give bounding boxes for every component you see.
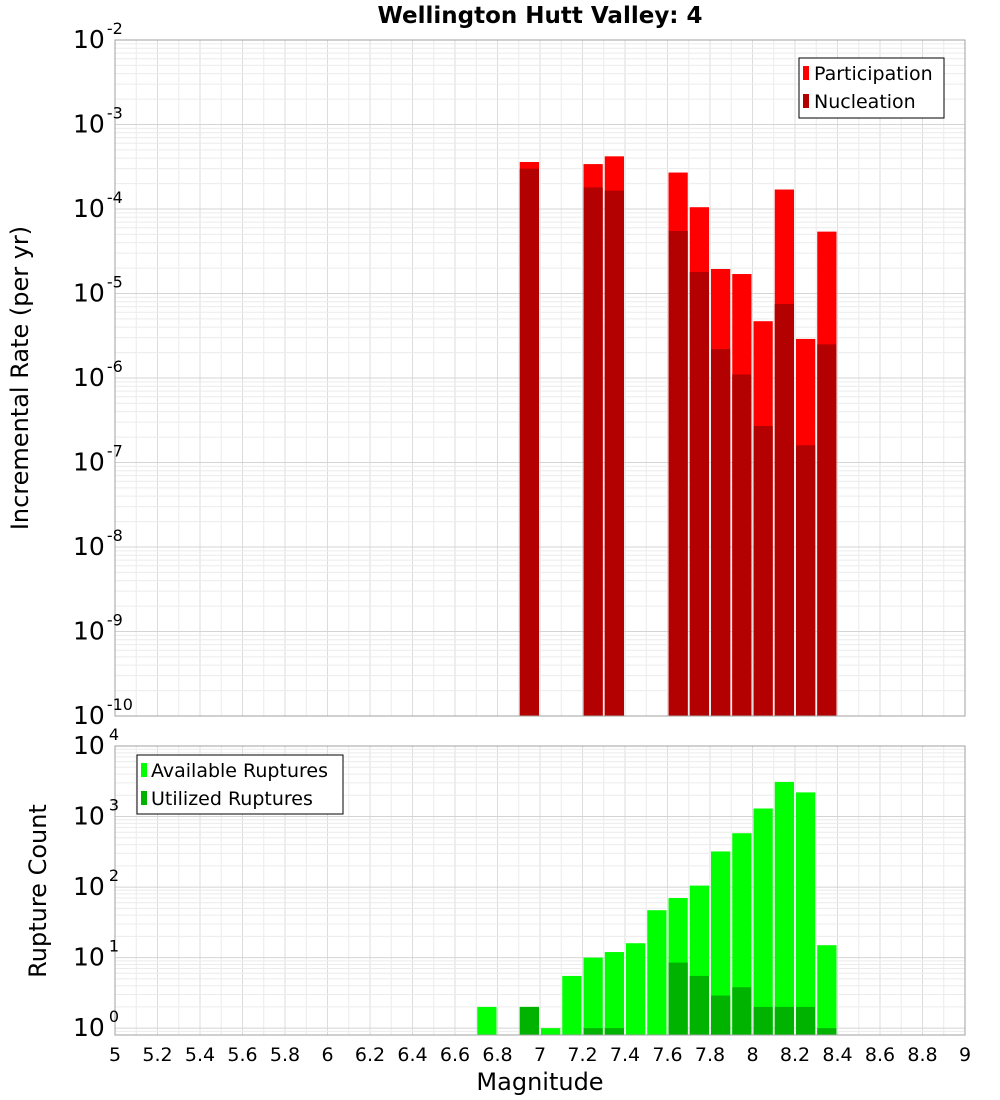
x-tick-label: 8 xyxy=(746,1044,758,1066)
bottom-plot-border xyxy=(114,745,966,1036)
top-bar-nucleation xyxy=(583,187,603,717)
bottom-bar-utilized-ruptures xyxy=(732,987,752,1035)
x-tick-label: 5.8 xyxy=(270,1044,300,1066)
x-tick-label: 7.6 xyxy=(652,1044,682,1066)
x-tick-label: 6.2 xyxy=(355,1044,385,1066)
bottom-bar-utilized-ruptures xyxy=(817,1028,837,1035)
bottom-bar-available-ruptures xyxy=(583,957,603,1035)
top-y-tick-labels: 10-10 10-9 10-8 10-7 10-6 10-5 10-4 10-3 10-2 xyxy=(73,19,133,730)
x-tick-label: 8.6 xyxy=(865,1044,895,1066)
top-bar-nucleation xyxy=(519,168,539,717)
bottom-bar-utilized-ruptures xyxy=(796,1006,816,1035)
legend-swatch-nucleation xyxy=(803,94,809,108)
y-tick-label: 10 -7 xyxy=(73,442,123,477)
top-panel: 10-10 10-9 10-8 10-7 10-6 10-5 10-4 10-3 10-2 In… xyxy=(6,19,966,730)
bottom-bar-utilized-ruptures xyxy=(668,962,688,1035)
top-bar-nucleation xyxy=(689,271,709,716)
x-tick-label: 6.6 xyxy=(440,1044,470,1066)
bottom-bar-available-ruptures xyxy=(711,851,731,1035)
bottom-bar-available-ruptures xyxy=(477,1006,497,1035)
x-tick-label: 5.6 xyxy=(227,1044,257,1066)
top-bar-nucleation xyxy=(711,349,731,716)
legend-swatch-participation xyxy=(803,66,809,80)
x-tick-label: 8.2 xyxy=(780,1044,810,1066)
bottom-bar-available-ruptures xyxy=(753,808,773,1035)
top-plot-border xyxy=(114,39,966,717)
x-tick-label: 7 xyxy=(534,1044,546,1066)
bottom-legend-box xyxy=(136,754,344,815)
legend-label-available-ruptures: Available Ruptures xyxy=(151,760,328,782)
top-legend: Participation Nucleation xyxy=(798,57,945,119)
bottom-bar-available-ruptures xyxy=(626,943,646,1035)
x-tick-label: 5.4 xyxy=(185,1044,215,1066)
x-tick-label: 6 xyxy=(321,1044,333,1066)
legend-label-participation: Participation xyxy=(814,63,933,85)
bottom-legend: Available Ruptures Utilized Ruptures xyxy=(136,754,344,815)
y-tick-label: 10 -3 xyxy=(73,104,123,139)
y-tick-label: 10 1 xyxy=(73,937,119,972)
bottom-bar-available-ruptures xyxy=(774,781,794,1035)
x-tick-label: 8.4 xyxy=(822,1044,852,1066)
x-tick-label: 7.4 xyxy=(610,1044,640,1066)
bottom-bar-utilized-ruptures xyxy=(711,995,731,1035)
y-tick-label: 10 4 xyxy=(73,725,119,760)
bottom-bars xyxy=(477,781,837,1035)
top-y-axis-label: Incremental Rate (per yr) xyxy=(6,226,34,530)
bottom-bar-available-ruptures xyxy=(817,945,837,1035)
legend-label-nucleation: Nucleation xyxy=(814,91,916,113)
top-bar-nucleation xyxy=(796,445,816,716)
x-tick-label: 6.4 xyxy=(397,1044,427,1066)
legend-label-utilized-ruptures: Utilized Ruptures xyxy=(151,788,313,810)
y-tick-label: 10 0 xyxy=(73,1007,119,1042)
bottom-bar-available-ruptures xyxy=(647,910,667,1035)
bottom-bar-utilized-ruptures xyxy=(519,1006,539,1035)
top-bar-nucleation xyxy=(604,190,624,716)
x-tick-label: 7.2 xyxy=(567,1044,597,1066)
y-tick-label: 10 2 xyxy=(73,866,119,901)
bottom-bar-utilized-ruptures xyxy=(774,1006,794,1035)
y-tick-label: 10 -5 xyxy=(73,273,123,308)
top-bar-nucleation xyxy=(732,374,752,716)
y-tick-label: 10 -4 xyxy=(73,188,123,223)
bottom-bar-utilized-ruptures xyxy=(583,1028,603,1035)
y-tick-label: 10 -2 xyxy=(73,19,123,54)
top-bar-nucleation xyxy=(774,304,794,716)
x-axis-label: Magnitude xyxy=(476,1068,603,1096)
y-tick-label: 10 -8 xyxy=(73,526,123,561)
bottom-bar-available-ruptures xyxy=(562,975,582,1035)
x-tick-label: 9 xyxy=(959,1044,971,1066)
bottom-bar-available-ruptures xyxy=(604,952,624,1035)
bottom-bar-utilized-ruptures xyxy=(753,1006,773,1035)
x-tick-label: 8.8 xyxy=(907,1044,937,1066)
bottom-bar-available-ruptures xyxy=(541,1028,561,1035)
x-tick-label: 6.8 xyxy=(482,1044,512,1066)
y-tick-label: 10 3 xyxy=(73,796,119,831)
top-bar-nucleation xyxy=(817,344,837,716)
legend-swatch-utilized-ruptures xyxy=(141,791,147,805)
bottom-bar-utilized-ruptures xyxy=(689,975,709,1035)
bottom-y-axis-label: Rupture Count xyxy=(24,804,52,978)
bottom-bar-utilized-ruptures xyxy=(604,1028,624,1035)
y-tick-label: 10 -9 xyxy=(73,611,123,646)
legend-swatch-available-ruptures xyxy=(141,763,147,777)
x-tick-label: 7.8 xyxy=(695,1044,725,1066)
top-bar-nucleation xyxy=(753,426,773,716)
x-tick-label: 5.2 xyxy=(142,1044,172,1066)
top-bar-nucleation xyxy=(668,230,688,717)
bottom-bar-available-ruptures xyxy=(796,792,816,1035)
y-tick-label: 10 -6 xyxy=(73,357,123,392)
y-tick-label: 10 -10 xyxy=(73,695,133,730)
top-legend-box xyxy=(798,57,945,119)
x-tick-labels: 5 5.2 5.4 5.6 5.8 6 6.2 6.4 6.6 6.8 7 7.2 7.4 7.6 7.8 8… xyxy=(109,1044,971,1066)
x-tick-label: 5 xyxy=(109,1044,121,1066)
top-bars xyxy=(519,156,837,717)
chart-title: Wellington Hutt Valley: 4 xyxy=(377,3,702,29)
top-gridlines xyxy=(114,39,966,717)
bottom-bar-available-ruptures xyxy=(732,833,752,1035)
